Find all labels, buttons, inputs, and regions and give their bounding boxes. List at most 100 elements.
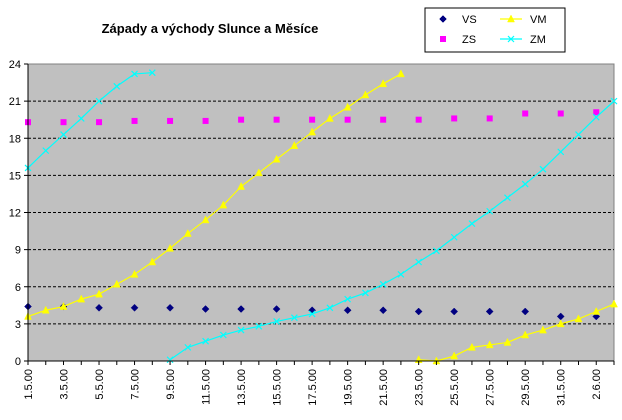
legend: VS ZS VM ZM: [424, 7, 566, 53]
series-vm-point: [325, 113, 334, 122]
legend-box: [424, 7, 566, 53]
series-vm-line: [27, 73, 402, 318]
series-zm-point-stroke: [219, 331, 227, 339]
series-zm-point-stroke: [521, 180, 529, 188]
series-zm-point: [166, 356, 174, 364]
series-zm-point-stroke: [450, 233, 458, 241]
y-tick-label: 3: [15, 319, 21, 331]
series-zm-point-stroke: [148, 69, 156, 77]
series-zm-point: [326, 304, 334, 312]
series-vm-point: [379, 79, 388, 88]
series-zm-point: [202, 337, 210, 345]
series-zs-point: [309, 116, 316, 123]
series-vm-line: [418, 303, 615, 362]
series-vm-point: [539, 325, 547, 334]
series-zm-point-stroke: [113, 82, 121, 90]
series-zm-point: [95, 97, 103, 105]
series-zm-point: [592, 113, 600, 121]
x-tick-label: 5.5.00: [94, 369, 106, 400]
series-zm-point-stroke: [326, 304, 334, 312]
series-vm-point: [343, 102, 352, 111]
series-zm-point-stroke: [486, 207, 494, 215]
series-zm-point-stroke: [60, 131, 67, 138]
y-tick-label: 6: [15, 282, 21, 294]
series-zs-point: [238, 116, 245, 123]
series-zm-point: [77, 115, 85, 122]
series-zm-point-stroke: [184, 343, 192, 351]
x-tick-label: 19.5.00: [343, 369, 355, 406]
x-tick-label: 23.5.00: [414, 369, 426, 406]
series-vs-point: [201, 305, 210, 313]
series-vs-point: [95, 303, 103, 312]
series-zm-point: [486, 207, 494, 215]
series-vm-point: [574, 314, 583, 323]
series-vs-point: [450, 307, 459, 316]
series-zm-point: [539, 165, 547, 173]
series-vs-point: [521, 307, 530, 316]
x-tick-label: 29.5.00: [520, 369, 532, 406]
series-zm-point-stroke: [504, 194, 511, 202]
series-zm-point: [255, 322, 263, 330]
series-zm-point-stroke: [237, 326, 245, 334]
x-tick-label: 17.5.00: [307, 369, 319, 406]
series-zm-point-stroke: [344, 295, 352, 303]
x-tick-label: 21.5.00: [378, 369, 390, 406]
series-zm-point: [415, 258, 423, 266]
series-zs-point: [96, 119, 103, 126]
series-vs-point: [485, 307, 494, 316]
series-zm-point: [521, 180, 529, 188]
series-vs-point: [379, 306, 388, 315]
series-vm-point: [450, 351, 459, 360]
series-zs-point: [202, 117, 209, 124]
series-vm-point: [237, 181, 245, 190]
series-zm-point-stroke: [379, 280, 387, 288]
series-zm-point: [131, 70, 138, 78]
series-zm-point: [432, 247, 440, 255]
series-zm-point-stroke: [592, 113, 600, 121]
series-zm-point: [273, 317, 281, 325]
x-tick-label: 31.5.00: [556, 369, 568, 406]
x-tick-label: 15.5.00: [272, 369, 284, 406]
series-zm-point-stroke: [361, 289, 369, 297]
y-tick-label: 9: [15, 245, 21, 257]
series-zm-point: [237, 326, 245, 334]
legend-marker-vs: [439, 15, 447, 23]
series-zs-point: [131, 117, 138, 124]
series-zm-point: [557, 148, 565, 156]
series-vm-point: [521, 330, 530, 339]
legend-item-vs: VS: [439, 14, 477, 26]
series-vm-point: [77, 294, 86, 303]
y-axis-ticks: 0 3 6 9 12 15 18 21 24: [9, 59, 28, 368]
series-zm-point: [113, 82, 121, 90]
series-zm-point-stroke: [273, 317, 281, 325]
x-tick-label: 11.5.00: [201, 369, 213, 405]
x-tick-label: 7.5.00: [130, 369, 142, 400]
series-zm-point: [344, 295, 352, 303]
series-zm-point-stroke: [95, 97, 103, 105]
series-vm-point: [272, 154, 281, 163]
series-vs-point: [343, 306, 352, 315]
series-vm-point: [468, 342, 476, 351]
series-vm-point: [290, 141, 299, 149]
y-tick-label: 12: [9, 208, 21, 220]
series-zm-point-stroke: [575, 131, 582, 138]
series-vs-point: [414, 307, 423, 316]
series-zs-point: [522, 110, 529, 117]
series-zs-point: [415, 116, 422, 123]
series-vm-point: [397, 69, 405, 78]
series-zm-point: [397, 270, 405, 278]
x-tick-label: 1.5.00: [23, 369, 35, 400]
series-zm-point-stroke: [557, 148, 565, 156]
series-zm-point-stroke: [202, 337, 210, 345]
legend-label-vs: VS: [462, 14, 477, 26]
series-zm-point: [450, 233, 458, 241]
series-vm-point: [254, 168, 263, 177]
series-zm-point: [219, 331, 227, 339]
series-zm-point: [379, 280, 387, 288]
series-vm-point: [112, 279, 121, 288]
series-layer: [24, 69, 618, 365]
series-vm-point: [183, 228, 192, 237]
series-zs-point: [451, 115, 458, 122]
